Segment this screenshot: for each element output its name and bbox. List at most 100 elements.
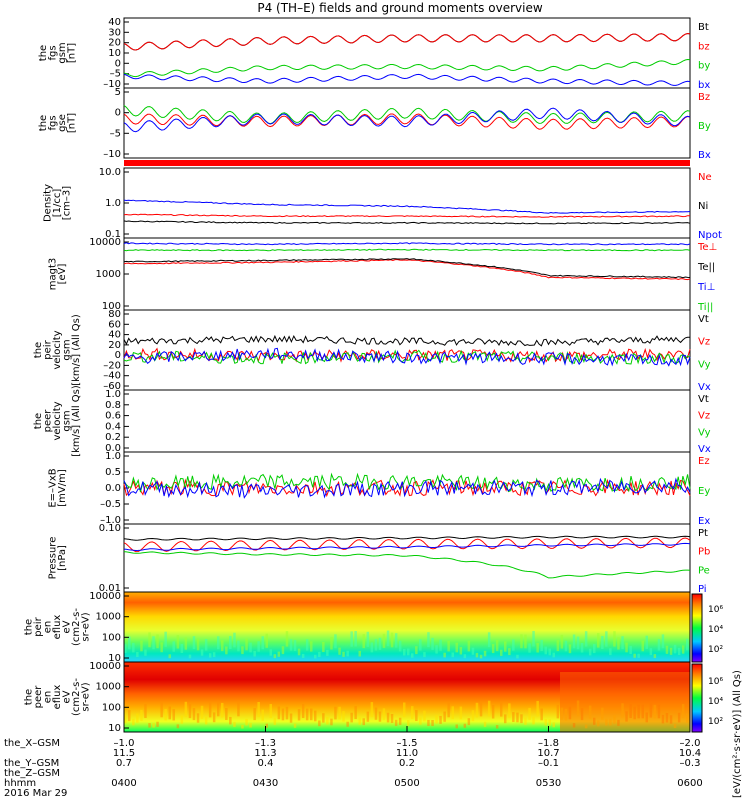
heatmap-cell — [196, 713, 200, 723]
panel-ylabel: eV — [62, 690, 73, 703]
heatmap-cell — [544, 719, 547, 726]
xaxis-value: 10.7 — [537, 748, 559, 759]
panel-ylabel: gsm — [57, 42, 68, 63]
heatmap-cell — [451, 706, 454, 720]
heatmap-cell — [580, 643, 584, 653]
heatmap-cell — [475, 702, 479, 718]
heatmap-cell — [132, 642, 135, 653]
xaxis-value: 0600 — [677, 778, 702, 789]
panel-ylabel: [nT] — [66, 113, 77, 133]
ytick-label: 0.0 — [105, 483, 121, 494]
pressure-frame — [123, 523, 691, 593]
heatmap-cell — [281, 708, 285, 721]
heatmap-cell — [322, 642, 325, 652]
heatmap-cell — [217, 636, 220, 650]
panel-ylabel: sr-eV) — [81, 682, 92, 711]
heatmap-cell — [520, 634, 523, 649]
heatmap-cell — [334, 706, 337, 720]
heatmap-cell — [289, 713, 293, 723]
xaxis-value: –0.1 — [538, 758, 559, 769]
xaxis-value: 0430 — [253, 778, 278, 789]
xaxis-row-label: the_Y–GSM — [4, 758, 59, 769]
panel-peir-eflux: 10000 1000 100 10 thepeirenefluxeV(cm2-s-sr-… — [24, 591, 691, 664]
colorbar-tick: 10⁶ — [708, 677, 723, 687]
heatmap-cell — [657, 639, 661, 651]
heatmap-cell — [184, 701, 188, 717]
heatmap-cell — [366, 711, 370, 722]
heatmap-cell — [140, 640, 143, 652]
ytick-label: 0.10 — [99, 523, 121, 534]
heatmap-cell — [152, 636, 155, 650]
heatmap-cell — [192, 708, 196, 721]
heatmap-cell — [229, 636, 232, 649]
heatmap-cell — [593, 644, 596, 654]
heatmap-cell — [661, 634, 665, 649]
heatmap-cell — [419, 717, 422, 725]
legend-Pb: Pb — [698, 547, 710, 558]
heatmap-cell — [350, 631, 353, 647]
legend-Vy: Vy — [698, 427, 711, 438]
heatmap-cell — [459, 706, 463, 720]
series-bx — [123, 73, 691, 86]
heatmap-cell — [152, 723, 155, 728]
legend-Te||: Te|| — [697, 262, 715, 273]
heatmap-cell — [625, 642, 628, 653]
heatmap-cell — [269, 704, 272, 718]
heatmap-cell — [504, 641, 507, 652]
heatmap-cell — [390, 632, 394, 648]
heatmap-cell — [233, 632, 236, 648]
panel-ylabel: sr-eV) — [81, 612, 92, 641]
heatmap-cell — [362, 634, 365, 649]
heatmap-cell — [524, 634, 527, 649]
heatmap-cell — [257, 641, 260, 652]
heatmap-cell — [479, 700, 483, 717]
heatmap-cell — [411, 653, 414, 658]
ytick-label: –0.5 — [100, 499, 121, 510]
heatmap-cell — [176, 724, 180, 729]
xaxis-value: –0.3 — [680, 758, 701, 769]
heatmap-cell — [427, 632, 430, 648]
heatmap-cell — [677, 647, 681, 655]
heatmap-cell — [552, 722, 555, 728]
ytick-label: –5 — [110, 128, 121, 139]
heatmap-cell — [398, 640, 402, 652]
panel-ylabel: the — [38, 115, 49, 131]
heatmap-cell — [245, 638, 248, 651]
heatmap-cell — [483, 721, 487, 727]
heatmap-cell — [314, 654, 317, 659]
heatmap-cell — [314, 710, 317, 722]
ytick-label: 1.0 — [105, 389, 121, 400]
heatmap-cell — [386, 712, 390, 723]
xaxis-value: 11.5 — [113, 748, 135, 759]
colorbar-label: [eV/(cm²·s·sr·eV)] (All Qs) — [732, 670, 743, 798]
heatmap-cell — [366, 631, 370, 647]
heatmap-cell — [301, 704, 305, 718]
panel-ylabel: eflux — [52, 685, 63, 710]
panel-ylabel: magt3 — [47, 258, 58, 291]
legend-Vy: Vy — [698, 359, 711, 370]
ytick-label: 100 — [102, 301, 121, 312]
heatmap-cell — [188, 704, 192, 719]
heatmap-cell — [495, 640, 499, 652]
ytick-label: 0.2 — [105, 432, 121, 443]
colorbar-tick: 10⁴ — [708, 697, 723, 707]
heatmap-cell — [225, 646, 228, 655]
panel-ylabel: eflux — [52, 615, 63, 640]
heatmap-cell — [459, 647, 463, 655]
ytick-label: –10 — [103, 149, 121, 160]
heatmap-cell — [386, 630, 390, 647]
heatmap-cell — [354, 631, 357, 647]
heatmap-cell — [520, 714, 523, 724]
heatmap-cell — [261, 709, 264, 721]
heatmap-cell — [289, 639, 293, 651]
panel-ylabel: gsm — [62, 410, 73, 431]
heatmap-cell — [338, 706, 341, 720]
ytick-label: 0 — [115, 108, 121, 119]
panel-ylabel: [km/s] (All Qs) — [71, 314, 82, 386]
legend-Pe: Pe — [698, 565, 710, 576]
panel-peer-velocity: 1.00.80.60.40.20.0 thepeervelocitygsm[km/… — [33, 385, 711, 457]
heatmap-cell — [637, 653, 640, 658]
heatmap-cell — [338, 647, 341, 655]
heatmap-cell — [423, 710, 426, 722]
heatmap-cell — [403, 649, 406, 656]
